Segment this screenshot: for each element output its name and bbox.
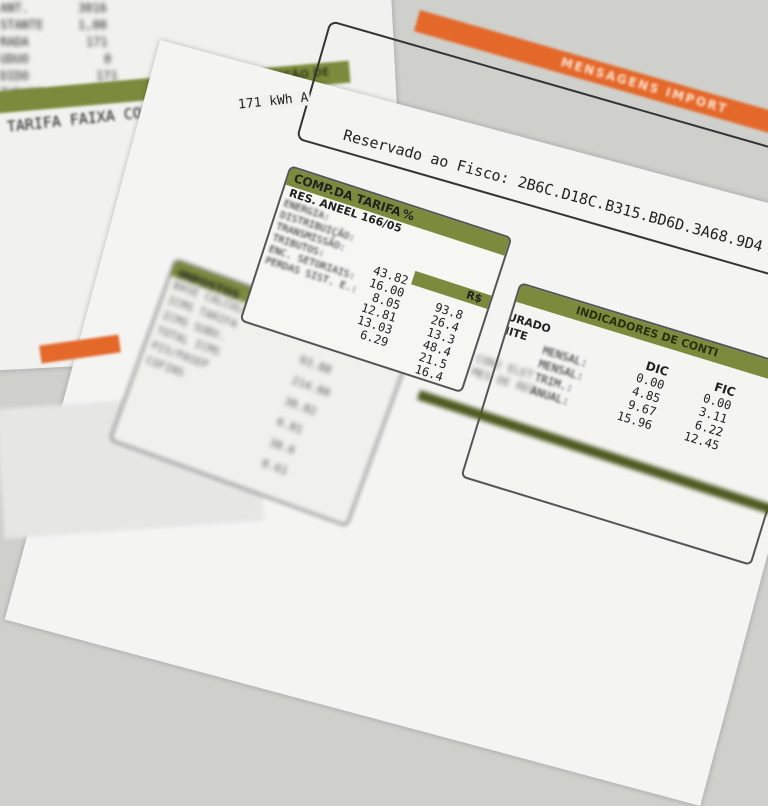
- left-row: ANT. 3016: [0, 1, 107, 15]
- left-row: UDUO 0: [0, 52, 112, 66]
- left-row: DIDO 171: [0, 69, 118, 83]
- left-row: STANTE 1,00: [0, 18, 107, 32]
- left-row: RADA 171: [0, 35, 108, 49]
- percent-header: %: [400, 206, 417, 224]
